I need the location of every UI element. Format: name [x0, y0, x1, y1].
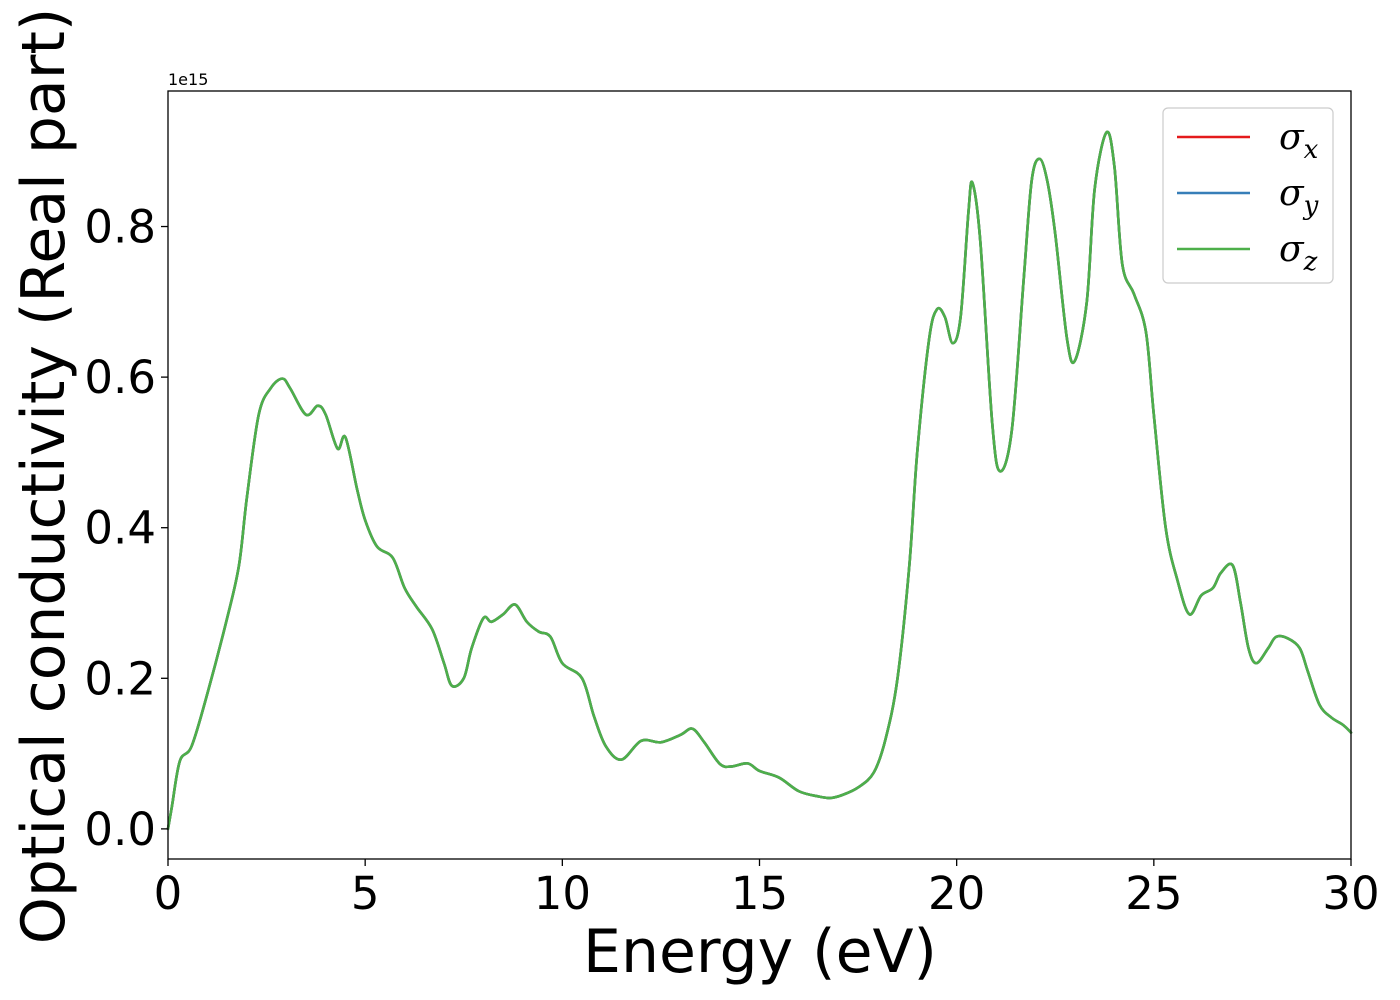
series-layer	[166, 130, 1353, 831]
legend-entries: σx σy σz	[1177, 117, 1319, 277]
x-tick-label: 5	[351, 867, 380, 920]
x-axis-label: Energy (eV)	[583, 917, 937, 987]
x-tick-label: 15	[731, 867, 788, 920]
x-tick-label: 0	[154, 867, 183, 920]
y-axis-ticks: 0.0 0.2 0.4 0.6 0.8	[84, 201, 168, 856]
y-tick-label: 0.8	[84, 201, 156, 254]
x-axis-ticks: 0 5 10 15 20 25 30	[154, 859, 1380, 920]
x-tick-label: 20	[928, 867, 985, 920]
legend-label: σy	[1279, 173, 1319, 221]
y-axis-label: Optical conductivity (Real part)	[9, 8, 79, 945]
y-tick-label: 0.4	[84, 502, 156, 555]
legend-label: σz	[1279, 229, 1318, 277]
y-tick-label: 0.2	[84, 652, 156, 705]
y-tick-label: 0.6	[84, 351, 156, 404]
x-tick-label: 10	[534, 867, 591, 920]
legend-frame	[1162, 107, 1334, 284]
x-tick-label: 25	[1125, 867, 1182, 920]
x-tick-label: 30	[1322, 867, 1379, 920]
legend-label: σx	[1279, 117, 1319, 165]
y-tick-label: 0.0	[84, 803, 156, 856]
y-offset-text: 1e15	[168, 70, 208, 89]
series-line-σz	[166, 130, 1353, 831]
legend: σx σy σz	[1162, 107, 1334, 284]
